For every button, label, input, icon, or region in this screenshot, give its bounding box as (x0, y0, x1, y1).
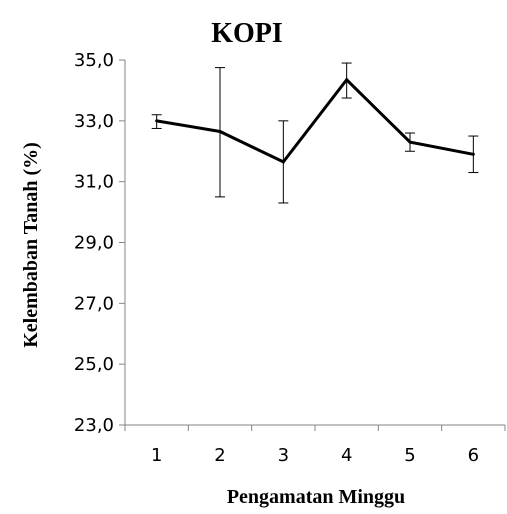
x-tick-label: 4 (341, 445, 352, 466)
series-group (155, 77, 475, 164)
x-axis-label: Pengamatan Minggu (227, 486, 405, 508)
data-point (471, 152, 475, 156)
data-point (155, 119, 159, 123)
error-bars (151, 62, 479, 204)
x-tick-label: 6 (468, 445, 479, 466)
y-tick-label: 33,0 (74, 111, 114, 132)
x-tick-label: 5 (404, 445, 415, 466)
x-tick-label: 3 (278, 445, 289, 466)
series-line (156, 77, 474, 164)
data-point (345, 78, 349, 82)
x-ticks: 1 2 3 4 5 6 (124, 425, 506, 466)
y-tick-label: 25,0 (74, 354, 114, 375)
data-point (281, 160, 285, 164)
y-tick-label: 31,0 (74, 172, 114, 193)
data-point (218, 129, 222, 133)
axes (124, 60, 505, 426)
data-point (408, 140, 412, 144)
x-tick-label: 2 (214, 445, 225, 466)
y-tick-label: 23,0 (74, 415, 114, 436)
y-tick-label: 35,0 (74, 50, 114, 71)
x-tick-label: 1 (151, 445, 162, 466)
y-ticks: 23,0 25,0 27,0 29,0 31,0 33,0 35,0 (74, 50, 125, 436)
y-tick-label: 29,0 (74, 233, 114, 254)
y-axis-label: Kelembaban Tanah (%) (20, 142, 42, 348)
chart-title: KOPI (211, 18, 283, 49)
y-tick-label: 27,0 (74, 293, 114, 314)
